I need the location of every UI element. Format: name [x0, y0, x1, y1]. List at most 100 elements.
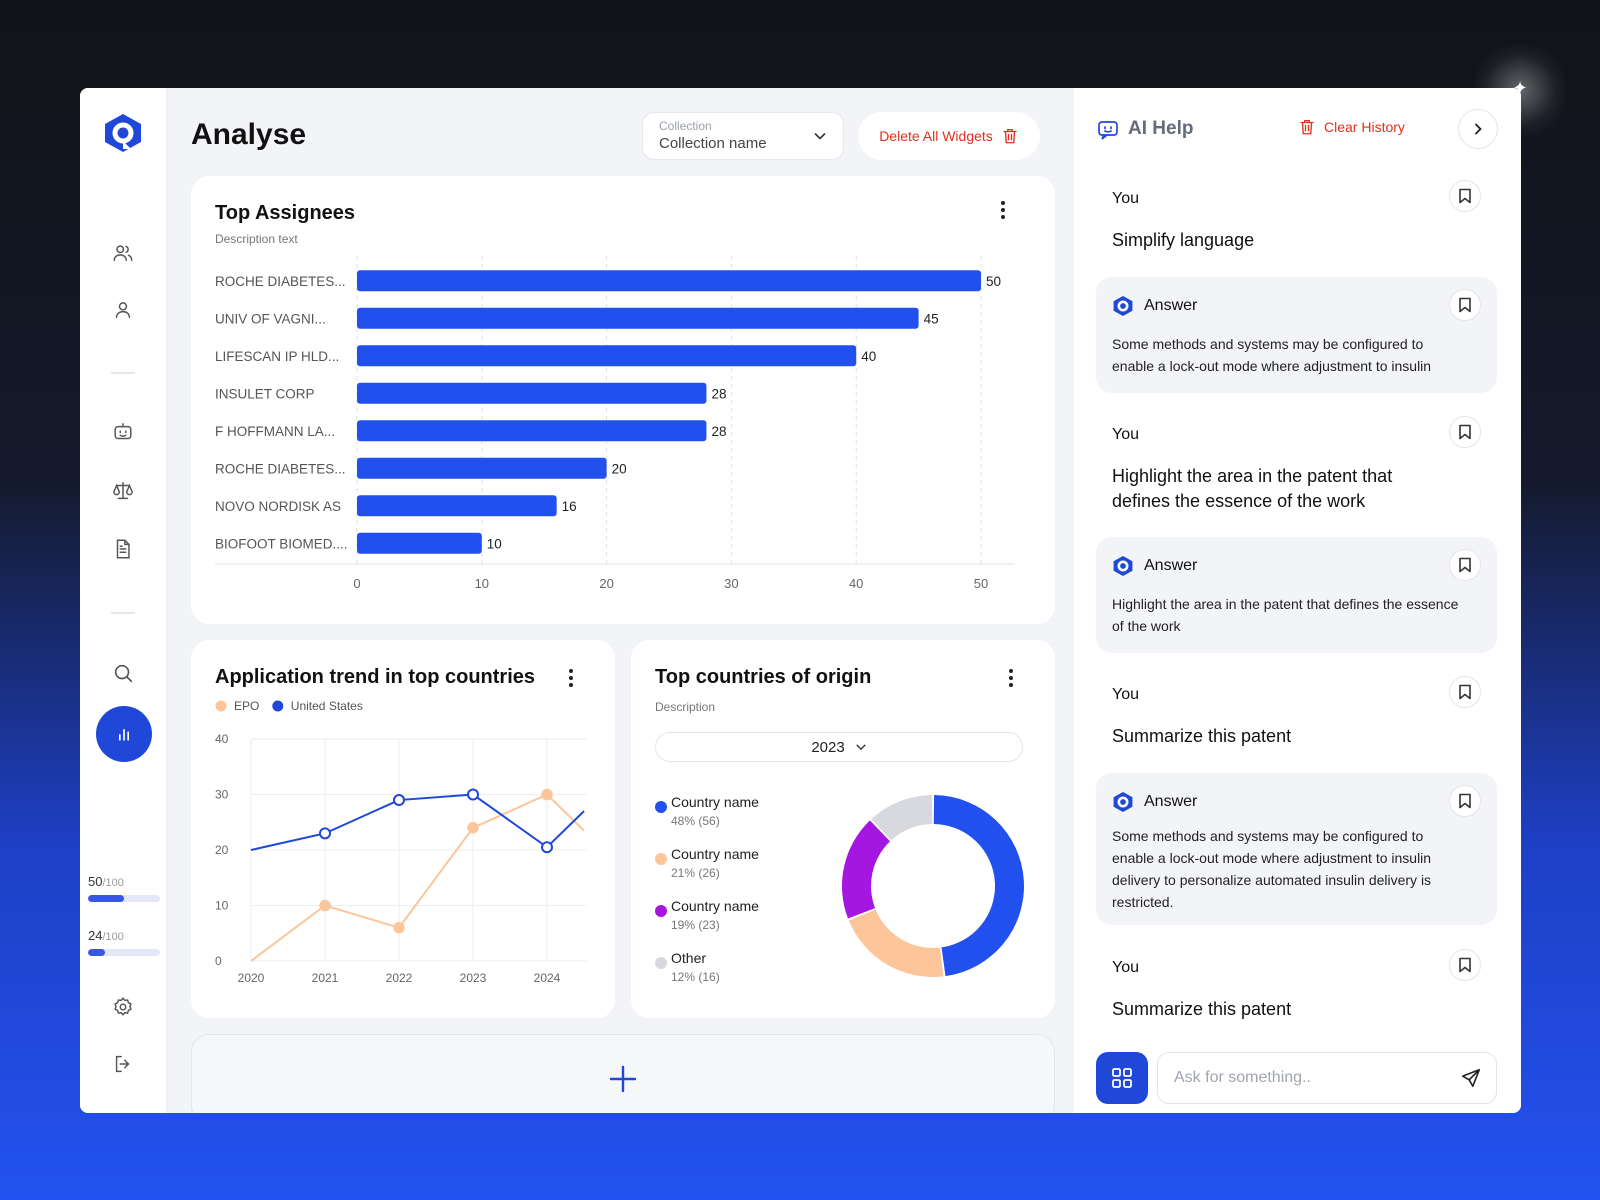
bookmark-button[interactable] — [1449, 549, 1481, 581]
legend-swatch — [655, 905, 667, 917]
chat-input[interactable] — [1174, 1053, 1444, 1103]
data-label: 20 — [612, 461, 627, 476]
sidebar-item-settings[interactable] — [110, 994, 136, 1020]
card-menu-button[interactable] — [1001, 666, 1021, 690]
x-tick-label: 40 — [849, 576, 863, 591]
quota-total: /100 — [102, 877, 124, 889]
gear-icon — [114, 997, 132, 1016]
top-assignees-card: Top Assignees Description text 0 10 20 30 40… — [191, 176, 1055, 624]
category-label: ROCHE DIABETES... — [215, 461, 346, 476]
sidebar-item-legal[interactable] — [110, 478, 136, 504]
chat-message-user: You Highlight the area in the patent tha… — [1096, 408, 1497, 520]
chat-message-user: You Summarize this patent — [1096, 941, 1497, 1027]
clear-history-button[interactable]: Clear History — [1298, 118, 1405, 136]
year-value: 2023 — [811, 738, 845, 756]
chat-message-answer: Answer Some methods and systems may be c… — [1096, 773, 1497, 925]
message-text: Highlight the area in the patent that de… — [1112, 466, 1393, 511]
message-author: Answer — [1144, 793, 1198, 810]
chat-message-answer: Answer Some methods and systems may be c… — [1096, 277, 1497, 393]
legend-label: Country name — [671, 898, 759, 914]
send-icon[interactable] — [1460, 1067, 1482, 1089]
sidebar-item-users[interactable] — [110, 240, 136, 266]
message-author: Answer — [1144, 297, 1198, 314]
quota-fill — [88, 949, 106, 956]
collection-select[interactable]: Collection Collection name — [642, 112, 844, 160]
legend-swatch — [215, 700, 227, 712]
bookmark-button[interactable] — [1449, 785, 1481, 817]
card-title: Top countries of origin — [655, 666, 872, 688]
app-logo-icon — [1113, 556, 1133, 576]
bookmark-icon — [1459, 188, 1471, 204]
ai-help-panel: AI Help Clear History You Simplify langu… — [1074, 88, 1521, 1113]
legend-swatch — [272, 700, 284, 712]
category-label: F HOFFMANN LA... — [215, 424, 335, 439]
message-author: Answer — [1144, 557, 1198, 574]
category-label: BIOFOOT BIOMED.... — [215, 536, 348, 551]
prompt-library-button[interactable] — [1096, 1052, 1148, 1104]
bookmark-icon — [1459, 424, 1471, 440]
message-text: Some methods and systems may be configur… — [1112, 336, 1432, 374]
sidebar-item-ai-bot[interactable] — [110, 420, 136, 446]
bookmark-button[interactable] — [1449, 180, 1481, 212]
series-line — [250, 793, 585, 962]
data-point — [319, 827, 331, 840]
y-tick-label: 20 — [215, 843, 229, 857]
donut-slice — [871, 795, 933, 841]
bar — [357, 532, 482, 554]
add-widget-button[interactable] — [191, 1034, 1055, 1113]
x-tick-label: 2020 — [238, 971, 265, 985]
sidebar-item-logout[interactable] — [110, 1051, 136, 1077]
bookmark-button[interactable] — [1449, 676, 1481, 708]
collapse-panel-button[interactable] — [1458, 109, 1498, 149]
data-point — [319, 899, 331, 912]
category-label: LIFESCAN IP HLD... — [215, 349, 339, 364]
bar — [357, 457, 607, 479]
sidebar-item-search[interactable] — [110, 660, 136, 686]
legend-swatch — [655, 801, 667, 813]
legend-label: Other — [671, 950, 707, 966]
quota-meter: 24/100 — [88, 928, 160, 956]
category-label: UNIV OF VAGNI... — [215, 311, 326, 326]
sidebar-item-analyse[interactable] — [96, 706, 152, 762]
x-tick-label: 10 — [475, 576, 489, 591]
page-title: Analyse — [191, 118, 307, 151]
sidebar-item-profile[interactable] — [110, 297, 136, 323]
bookmark-button[interactable] — [1449, 416, 1481, 448]
quota-bar — [88, 949, 160, 956]
bookmark-icon — [1459, 557, 1471, 573]
app-logo[interactable] — [102, 112, 144, 154]
quota-used: 24 — [88, 928, 103, 943]
bookmark-button[interactable] — [1449, 289, 1481, 321]
delete-all-widgets-button[interactable]: Delete All Widgets — [858, 112, 1040, 160]
quota-bar — [88, 895, 160, 902]
top-countries-origin-card: Top countries of origin Description 2023… — [631, 640, 1055, 1018]
message-author: You — [1112, 959, 1139, 976]
y-tick-label: 0 — [215, 954, 222, 968]
quota-meter: 50/100 — [88, 874, 160, 902]
delete-all-label: Delete All Widgets — [879, 128, 993, 144]
data-label: 45 — [924, 311, 939, 326]
logout-icon — [115, 1055, 130, 1073]
year-select[interactable]: 2023 — [655, 732, 1023, 762]
chevron-down-icon — [856, 744, 866, 751]
x-tick-label: 2023 — [460, 971, 487, 985]
card-menu-button[interactable] — [561, 666, 581, 690]
chat-message-answer: Answer Highlight the area in the patent … — [1096, 537, 1497, 653]
data-label: 10 — [487, 536, 502, 551]
collection-label: Collection — [659, 119, 712, 133]
x-tick-label: 50 — [974, 576, 988, 591]
main-content: Analyse Collection Collection name Delet… — [167, 88, 1074, 1113]
app-logo-icon — [1113, 792, 1133, 812]
sidebar-item-documents[interactable] — [110, 536, 136, 562]
bar — [357, 345, 857, 367]
x-tick-label: 30 — [724, 576, 738, 591]
sidebar-divider — [111, 612, 135, 614]
legend-value: 12% (16) — [671, 970, 720, 984]
bar — [357, 270, 981, 292]
x-tick-label: 20 — [599, 576, 613, 591]
user-icon — [115, 302, 131, 319]
card-menu-button[interactable] — [993, 198, 1013, 222]
search-icon — [114, 664, 133, 683]
bookmark-button[interactable] — [1449, 949, 1481, 981]
grid-icon — [1112, 1068, 1132, 1088]
